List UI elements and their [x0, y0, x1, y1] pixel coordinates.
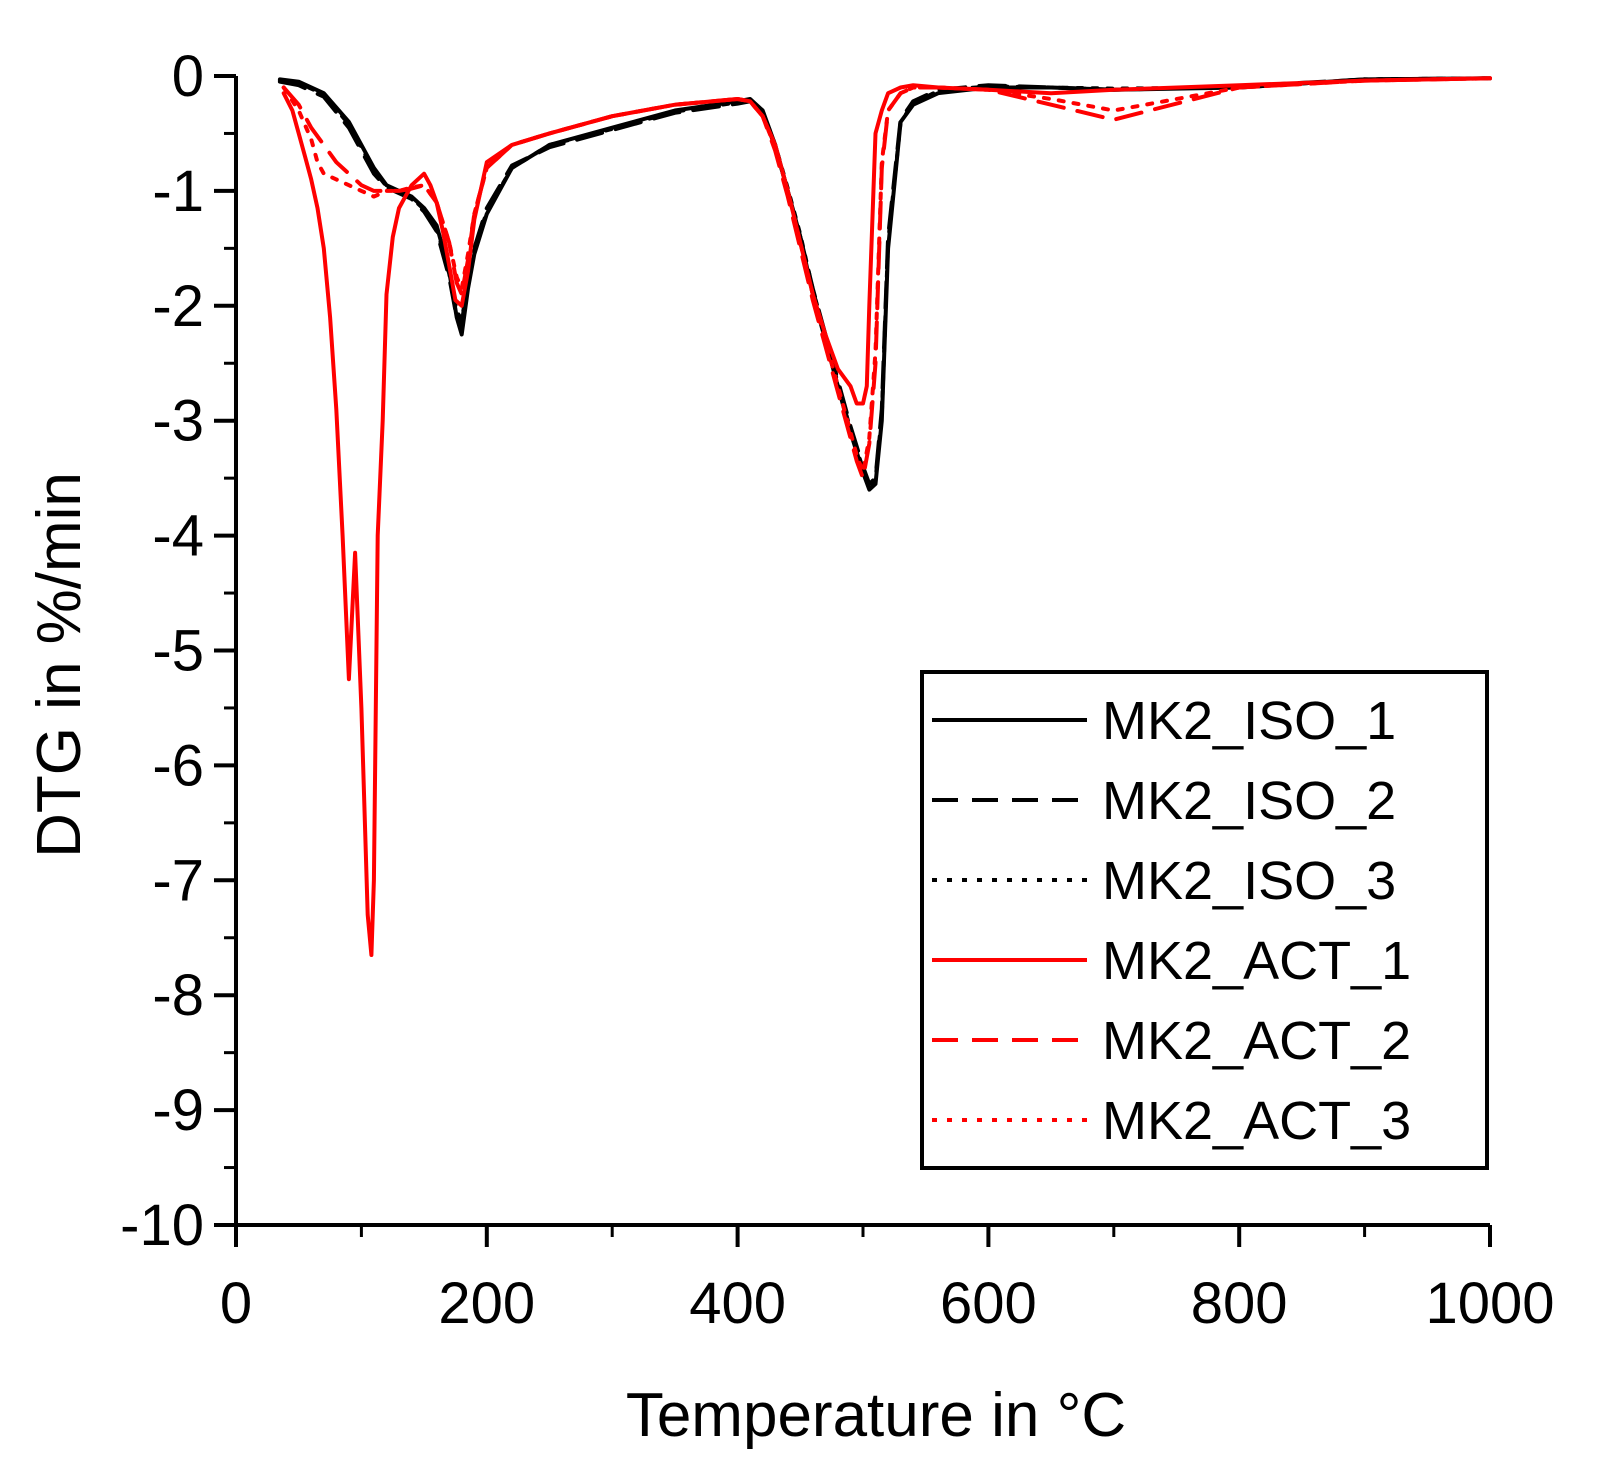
series-layer [277, 76, 1492, 957]
y-tick-label: -1 [152, 159, 204, 224]
legend-label: MK2_ISO_2 [1102, 771, 1396, 831]
y-tick-label: -2 [152, 274, 204, 339]
axes-layer: 0 200 400 600 800 1000 0 -1 -2 -3 -4 -5 -6 -7 -8 -9 -10 [120, 44, 1554, 1336]
legend-label: MK2_ISO_1 [1102, 691, 1396, 751]
y-tick-label: -8 [152, 963, 204, 1028]
y-tick-label: -5 [152, 619, 204, 684]
legend-label: MK2_ACT_1 [1102, 931, 1411, 991]
y-tick-label: -7 [152, 848, 204, 913]
x-tick-label: 1000 [1425, 1271, 1554, 1336]
series-line-mk2-act-3 [281, 76, 1492, 475]
legend-label: MK2_ISO_3 [1102, 851, 1396, 911]
legend-label: MK2_ACT_2 [1102, 1011, 1411, 1071]
x-tick-label: 0 [220, 1271, 252, 1336]
legend-box [920, 670, 1489, 1170]
legend: MK2_ISO_1 MK2_ISO_2 MK2_ISO_3 MK2_ACT_1 MK2_… [920, 670, 1489, 1170]
y-tick-label: -3 [152, 389, 204, 454]
x-tick-label: 600 [940, 1271, 1037, 1336]
y-tick-label: -9 [152, 1078, 204, 1143]
x-tick-label: 400 [689, 1271, 786, 1336]
legend-label: MK2_ACT_3 [1102, 1091, 1411, 1151]
y-tick-label: 0 [172, 44, 204, 109]
series-line-mk2-iso-3 [277, 76, 1492, 487]
y-tick-label: -4 [152, 504, 204, 569]
x-tick-label: 200 [438, 1271, 535, 1336]
y-axis-title: DTG in %/min [25, 472, 94, 858]
y-tick-label: -10 [120, 1193, 204, 1258]
x-tick-label: 800 [1191, 1271, 1288, 1336]
x-axis-title: Temperature in °C [626, 1381, 1126, 1450]
y-tick-label: -6 [152, 733, 204, 798]
